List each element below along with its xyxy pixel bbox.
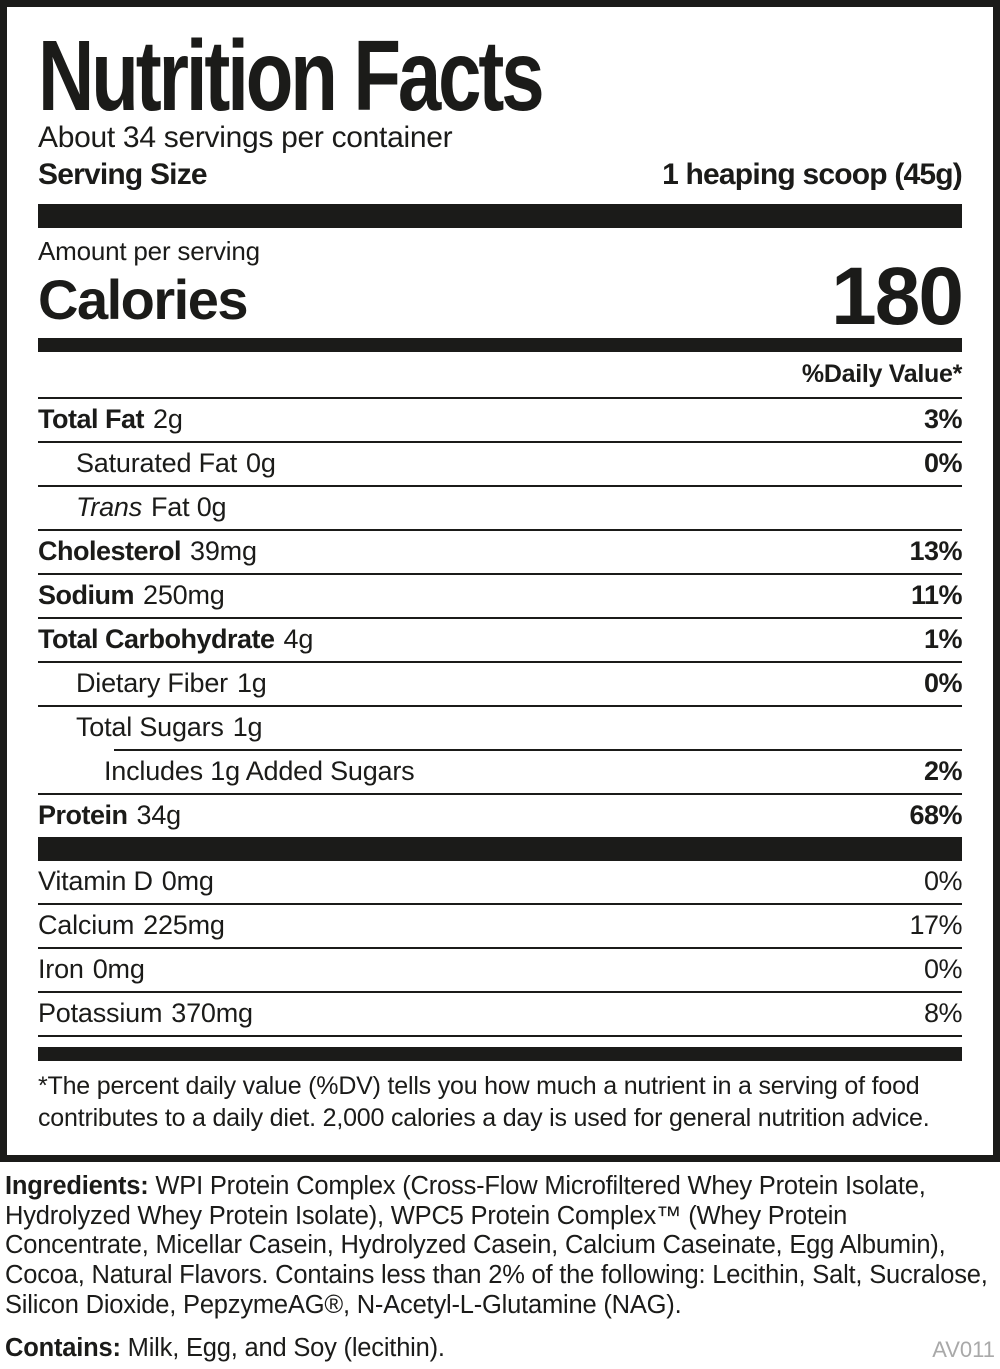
serving-size-label: Serving Size <box>38 158 208 191</box>
nutrient-dv: 68% <box>909 800 962 831</box>
calories-label: Calories <box>38 268 249 332</box>
nutrient-name-and-amount: Cholesterol 39mg <box>38 536 257 567</box>
nutrient-row-cholesterol: Cholesterol 39mg 13% <box>38 531 962 576</box>
nutrient-name-and-amount: Sodium 250mg <box>38 580 225 611</box>
nutrient-row-saturated-fat: Saturated Fat 0g 0% <box>38 443 963 488</box>
vitamin-row-calcium: Calcium 225mg 17% <box>38 905 962 950</box>
nutrient-dv: 3% <box>923 404 963 435</box>
vitamin-name-and-amount: Iron 0mg <box>38 954 145 985</box>
nutrient-dv: 2% <box>923 756 963 787</box>
nutrient-row-total-fat: Total Fat 2g 3% <box>38 399 963 444</box>
nutrient-name-and-amount: Protein 34g <box>38 800 181 831</box>
daily-value-footnote: *The percent daily value (%DV) tells you… <box>38 1072 930 1132</box>
nutrient-row-added-sugars: Includes 1g Added Sugars 2% <box>38 749 963 796</box>
daily-value-header: %Daily Value* <box>38 352 962 400</box>
vitamin-name-and-amount: Vitamin D 0mg <box>38 866 214 897</box>
ingredients-text: WPI Protein Complex (Cross-Flow Microfil… <box>5 1171 988 1320</box>
nutrient-dv: 13% <box>909 536 962 567</box>
calories-row: Calories 180 <box>38 251 964 342</box>
nutrient-name-and-amount: Trans Fat 0g <box>76 492 227 523</box>
below-label-section: Ingredients: WPI Protein Complex (Cross-… <box>5 1172 995 1369</box>
amount-per-serving-label: Amount per serving <box>38 236 260 266</box>
spacer <box>38 1037 962 1047</box>
vitamin-row-iron: Iron 0mg 0% <box>38 949 963 994</box>
allergen-statement: Contains: Milk, Egg, and Soy (lecithin). <box>5 1334 445 1363</box>
nutrient-row-dietary-fiber: Dietary Fiber 1g 0% <box>38 663 963 708</box>
nutrient-dv: 1% <box>923 624 963 655</box>
nutrient-name-and-amount: Total Carbohydrate 4g <box>38 624 314 655</box>
nutrient-name-and-amount: Total Fat 2g <box>38 404 183 435</box>
servings-per-container: About 34 servings per container <box>38 121 453 154</box>
serving-size-value: 1 heaping scoop (45g) <box>662 158 963 191</box>
contains-label: Contains: <box>5 1333 121 1362</box>
nutrient-name-and-amount: Total Sugars 1g <box>76 712 263 743</box>
vitamin-name-and-amount: Potassium 370mg <box>38 998 253 1029</box>
nutrient-row-protein: Protein 34g 68% <box>38 795 962 837</box>
label-code: AV011 <box>932 1336 995 1362</box>
nutrient-row-total-carbohydrate: Total Carbohydrate 4g 1% <box>38 619 963 664</box>
ingredients-label: Ingredients: <box>5 1171 149 1200</box>
serving-size-row: Serving Size 1 heaping scoop (45g) <box>38 158 963 192</box>
contains-text: Milk, Egg, and Soy (lecithin). <box>120 1333 445 1362</box>
nutrient-dv: 11% <box>910 580 963 611</box>
contains-row: Contains: Milk, Egg, and Soy (lecithin).… <box>5 1334 995 1369</box>
nutrient-name-and-amount: Saturated Fat 0g <box>76 448 276 479</box>
vitamin-dv: 0% <box>923 954 963 985</box>
nutrient-dv: 0% <box>923 668 963 699</box>
nutrient-row-total-sugars: Total Sugars 1g <box>38 707 962 749</box>
nutrient-dv: 0% <box>923 448 963 479</box>
vitamin-dv: 17% <box>909 910 962 941</box>
divider-medium-footnote <box>38 1047 962 1062</box>
vitamin-row-vitamin-d: Vitamin D 0mg 0% <box>38 861 963 906</box>
divider-thick-top <box>38 204 962 228</box>
nutrient-row-sodium: Sodium 250mg 11% <box>38 575 963 620</box>
vitamin-name-and-amount: Calcium 225mg <box>38 910 225 941</box>
panel-title: Nutrition Facts <box>38 20 545 132</box>
vitamin-row-potassium: Potassium 370mg 8% <box>38 993 963 1038</box>
calories-value: 180 <box>831 251 964 342</box>
ingredients-paragraph: Ingredients: WPI Protein Complex (Cross-… <box>5 1172 995 1321</box>
vitamin-dv: 0% <box>923 866 963 897</box>
nutrition-facts-panel: Nutrition Facts About 34 servings per co… <box>0 0 1000 1162</box>
divider-thick-protein <box>38 837 962 862</box>
nutrient-name-and-amount: Includes 1g Added Sugars <box>104 756 415 787</box>
nutrient-name-and-amount: Dietary Fiber 1g <box>76 668 267 699</box>
divider-medium-calories <box>38 338 962 353</box>
vitamin-dv: 8% <box>923 998 963 1029</box>
nutrient-row-trans-fat: Trans Fat 0g <box>38 487 962 532</box>
